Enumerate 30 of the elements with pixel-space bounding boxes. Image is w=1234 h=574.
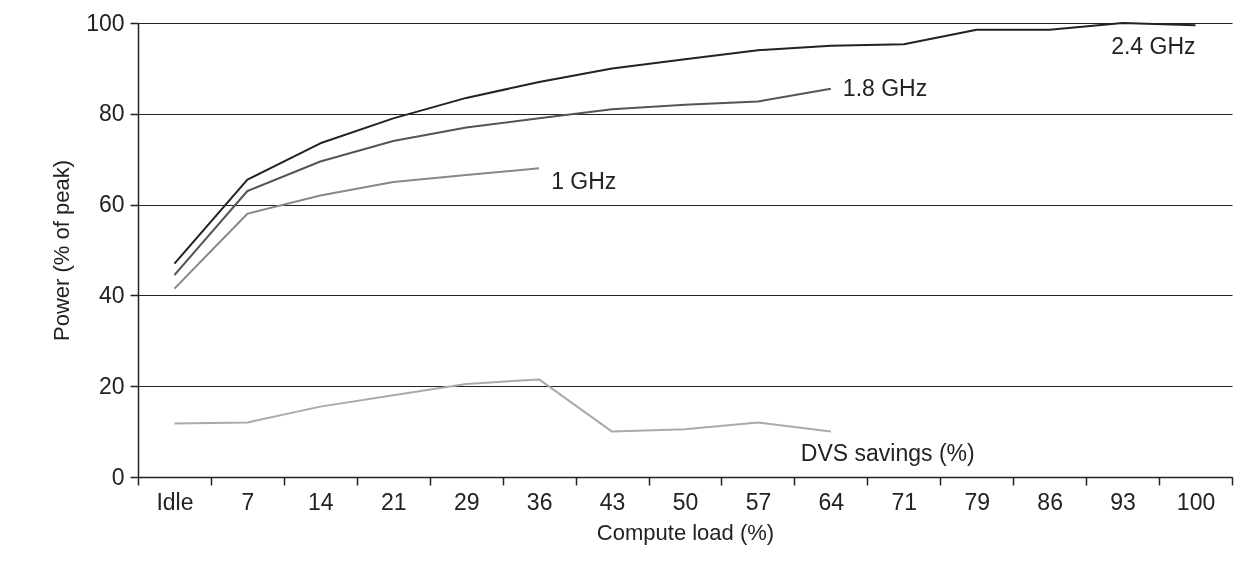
series-label: DVS savings (%) bbox=[800, 439, 975, 466]
line-series bbox=[173, 167, 541, 290]
y-tick-label: 80 bbox=[98, 100, 125, 127]
x-tick-label: 71 bbox=[891, 488, 918, 515]
x-tick-label: 43 bbox=[599, 488, 626, 515]
series-label: 1.8 GHz bbox=[842, 74, 928, 101]
y-tick-label: 0 bbox=[111, 463, 125, 490]
x-tick-label: 64 bbox=[818, 488, 845, 515]
y-tick-label: 40 bbox=[98, 281, 125, 308]
x-tick-label: 86 bbox=[1037, 488, 1063, 515]
x-tick-label: 50 bbox=[672, 488, 699, 515]
y-tick-label: 100 bbox=[86, 9, 125, 36]
y-axis-title: Power (% of peak) bbox=[49, 160, 75, 341]
line-series bbox=[173, 378, 832, 433]
x-tick-label: 21 bbox=[380, 488, 407, 515]
y-tick-label: 60 bbox=[98, 191, 125, 218]
series-label: 2.4 GHz bbox=[1111, 33, 1196, 60]
x-axis-title: Compute load (%) bbox=[596, 519, 775, 545]
x-tick-label: 29 bbox=[453, 488, 480, 515]
y-tick-label: 20 bbox=[98, 372, 125, 399]
x-tick-label: 100 bbox=[1176, 488, 1216, 515]
x-tick-label: 93 bbox=[1110, 488, 1136, 515]
x-tick-label: 14 bbox=[308, 488, 334, 515]
x-tick-label: Idle bbox=[156, 488, 194, 515]
line-series bbox=[173, 87, 832, 276]
x-tick-label: 57 bbox=[745, 488, 772, 515]
x-tick-label: 36 bbox=[526, 488, 553, 515]
x-tick-label: 79 bbox=[964, 488, 991, 515]
series-label: 1 GHz bbox=[551, 168, 617, 195]
x-tick-label: 7 bbox=[241, 488, 255, 515]
